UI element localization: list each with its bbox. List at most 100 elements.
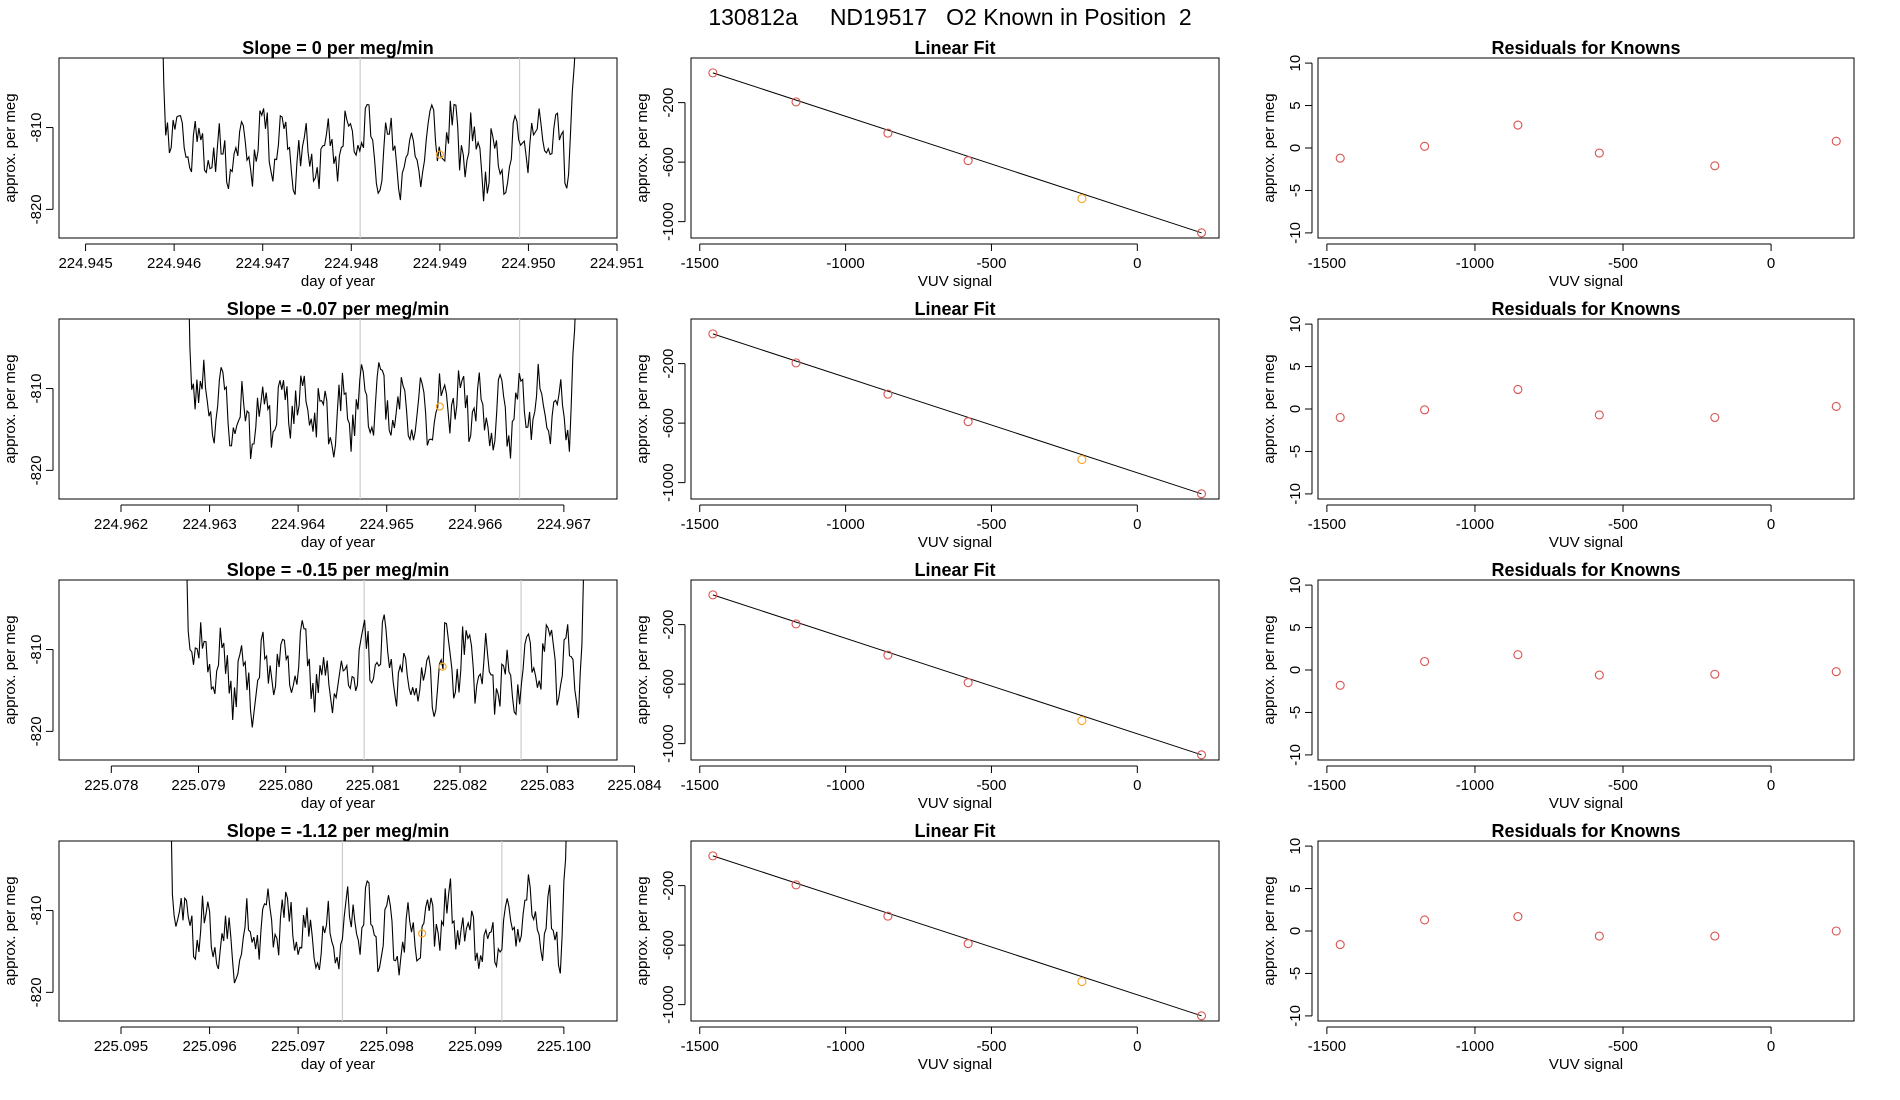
- residual-point: [1710, 412, 1720, 423]
- residuals-row-4-title: Residuals for Knowns: [1491, 821, 1680, 841]
- timeseries-chart-row-3: Slope = -0.15 per meg/min 225.078 225.079 2…: [2, 560, 662, 812]
- residuals-chart-row-1: Residuals for Knowns -1500 -1000 -500 0 VUV s…: [1261, 38, 1855, 290]
- timeseries-row-3-xtick-label: 225.081: [346, 777, 400, 794]
- residual-point: [1594, 670, 1604, 680]
- timeseries-row-1-xtick-label: 224.950: [501, 255, 555, 272]
- residuals-row-1-plot-frame: [1317, 57, 1855, 239]
- timeseries-row-3-xtick-label: 225.080: [259, 777, 313, 794]
- timeseries-row-2-xtick-label: 224.963: [182, 516, 236, 533]
- timeseries-chart-row-1: Slope = 0 per meg/min 224.945 224.946 224.9…: [2, 38, 644, 290]
- linear-fit-row-4-xtick-label: -1000: [826, 1038, 864, 1055]
- residual-point: [1831, 401, 1841, 412]
- residuals-row-1-ytick-label: 10: [1287, 55, 1304, 72]
- residual-point: [1335, 680, 1345, 690]
- linear-fit-row-3-plot-frame: [690, 579, 1220, 761]
- linear-fit-row-4-ylabel: approx. per meg: [634, 876, 651, 985]
- residuals-row-3-ytick-label: 5: [1287, 623, 1304, 631]
- linear-fit-row-3-ylabel: approx. per meg: [634, 615, 651, 724]
- linear-fit-row-2-ylabel: approx. per meg: [634, 354, 651, 463]
- linear-fit-row-1-xtick-label: -1000: [826, 255, 864, 272]
- timeseries-highlight-point: [418, 929, 427, 938]
- timeseries-row-3-xtick-label: 225.083: [520, 777, 574, 794]
- residuals-row-1-ytick-label: 5: [1287, 101, 1304, 109]
- timeseries-highlight-point: [438, 662, 447, 671]
- fit-data-point: [883, 911, 893, 921]
- residuals-row-1-xlabel: VUV signal: [1549, 273, 1623, 290]
- fit-data-point: [791, 880, 801, 890]
- residuals-row-1-ytick-label: -10: [1287, 222, 1304, 244]
- linear-fit-row-2-xlabel: VUV signal: [918, 534, 992, 551]
- fit-data-point: [1196, 1011, 1207, 1021]
- residuals-row-2-ytick-label: 10: [1287, 316, 1304, 333]
- linear-fit-row-2-plot-frame: [690, 318, 1220, 500]
- timeseries-trace-row-4: [170, 841, 567, 984]
- residuals-row-2-title: Residuals for Knowns: [1491, 299, 1680, 319]
- timeseries-row-3-ylabel: approx. per meg: [2, 615, 19, 724]
- residuals-chart-row-4: Residuals for Knowns -1500 -1000 -500 0 VUV s…: [1261, 821, 1855, 1073]
- residual-point: [1831, 667, 1841, 677]
- timeseries-row-1-ylabel: approx. per meg: [2, 93, 19, 202]
- timeseries-row-3-xtick-label: 225.084: [607, 777, 661, 794]
- linear-fit-row-1-ytick-label: -200: [660, 88, 677, 118]
- linear-fit-row-4-title: Linear Fit: [914, 821, 995, 841]
- residuals-row-3-xtick-label: 0: [1767, 777, 1775, 794]
- timeseries-row-4-ytick-label: -810: [28, 896, 45, 926]
- residual-point: [1513, 912, 1523, 922]
- residuals-row-3-ylabel: approx. per meg: [1261, 615, 1278, 724]
- fit-data-point: [1077, 716, 1087, 726]
- residuals-row-4-ytick-label: 5: [1287, 884, 1304, 892]
- linear-fit-row-1-ylabel: approx. per meg: [634, 93, 651, 202]
- fit-data-point: [963, 939, 973, 949]
- linear-fit-row-1-title: Linear Fit: [914, 38, 995, 58]
- residuals-row-2-ytick-label: -5: [1287, 445, 1304, 458]
- residuals-row-3-title: Residuals for Knowns: [1491, 560, 1680, 580]
- linear-fit-row-4-ytick-label: -600: [660, 930, 677, 960]
- residual-point: [1594, 410, 1604, 420]
- residuals-row-4-xtick-label: -1500: [1308, 1038, 1346, 1055]
- residual-point: [1594, 148, 1604, 158]
- timeseries-row-1-ytick-label: -810: [28, 113, 45, 143]
- linear-fit-row-2-ytick-label: -1000: [660, 463, 677, 501]
- linear-fit-row-3-xtick-label: -500: [976, 777, 1006, 794]
- residuals-row-4-ytick-label: 0: [1287, 927, 1304, 935]
- residuals-row-2-plot-frame: [1317, 318, 1855, 500]
- timeseries-row-3-ytick-label: -810: [28, 635, 45, 665]
- residuals-row-4-xtick-label: -1000: [1456, 1038, 1494, 1055]
- fit-data-point: [708, 329, 718, 339]
- timeseries-row-4-xlabel: day of year: [301, 1056, 375, 1073]
- timeseries-row-2-plot-frame: [58, 318, 618, 500]
- fit-data-point: [963, 156, 973, 166]
- residual-point: [1513, 384, 1523, 395]
- timeseries-row-3-xlabel: day of year: [301, 795, 375, 812]
- residuals-row-4-ytick-label: -10: [1287, 1005, 1304, 1027]
- linear-fit-row-3-ytick-label: -600: [660, 669, 677, 699]
- residual-point: [1335, 153, 1345, 163]
- fit-data-point: [708, 68, 718, 78]
- residuals-row-1-xtick-label: -1500: [1308, 255, 1346, 272]
- fit-data-point: [963, 678, 973, 688]
- linear-fit-row-1-plot-frame: [690, 57, 1220, 239]
- timeseries-row-4-xtick-label: 225.097: [271, 1038, 325, 1055]
- timeseries-row-2-ytick-label: -820: [28, 455, 45, 485]
- residuals-chart-row-3: Residuals for Knowns -1500 -1000 -500 0 VUV s…: [1261, 560, 1855, 812]
- residual-point: [1710, 669, 1720, 679]
- residuals-row-3-ytick-label: 0: [1287, 666, 1304, 674]
- residual-point: [1710, 161, 1720, 171]
- timeseries-row-4-xtick-label: 225.095: [94, 1038, 148, 1055]
- residual-point: [1420, 915, 1430, 925]
- fit-line: [712, 72, 1202, 234]
- timeseries-row-1-xtick-label: 224.946: [147, 255, 201, 272]
- residuals-chart-row-2: Residuals for Knowns -1500 -1000 -500 0 VUV s…: [1261, 299, 1855, 551]
- fit-data-point: [708, 851, 718, 861]
- linear-fit-row-3-ytick-label: -200: [660, 610, 677, 640]
- residuals-row-3-ytick-label: -5: [1287, 706, 1304, 719]
- linear-fit-row-1-xtick-label: -500: [976, 255, 1006, 272]
- timeseries-row-2-xtick-label: 224.965: [360, 516, 414, 533]
- timeseries-row-3-ytick-label: -820: [28, 716, 45, 746]
- timeseries-row-1-xtick-label: 224.949: [413, 255, 467, 272]
- residual-point: [1710, 931, 1720, 941]
- timeseries-row-4-ylabel: approx. per meg: [2, 876, 19, 985]
